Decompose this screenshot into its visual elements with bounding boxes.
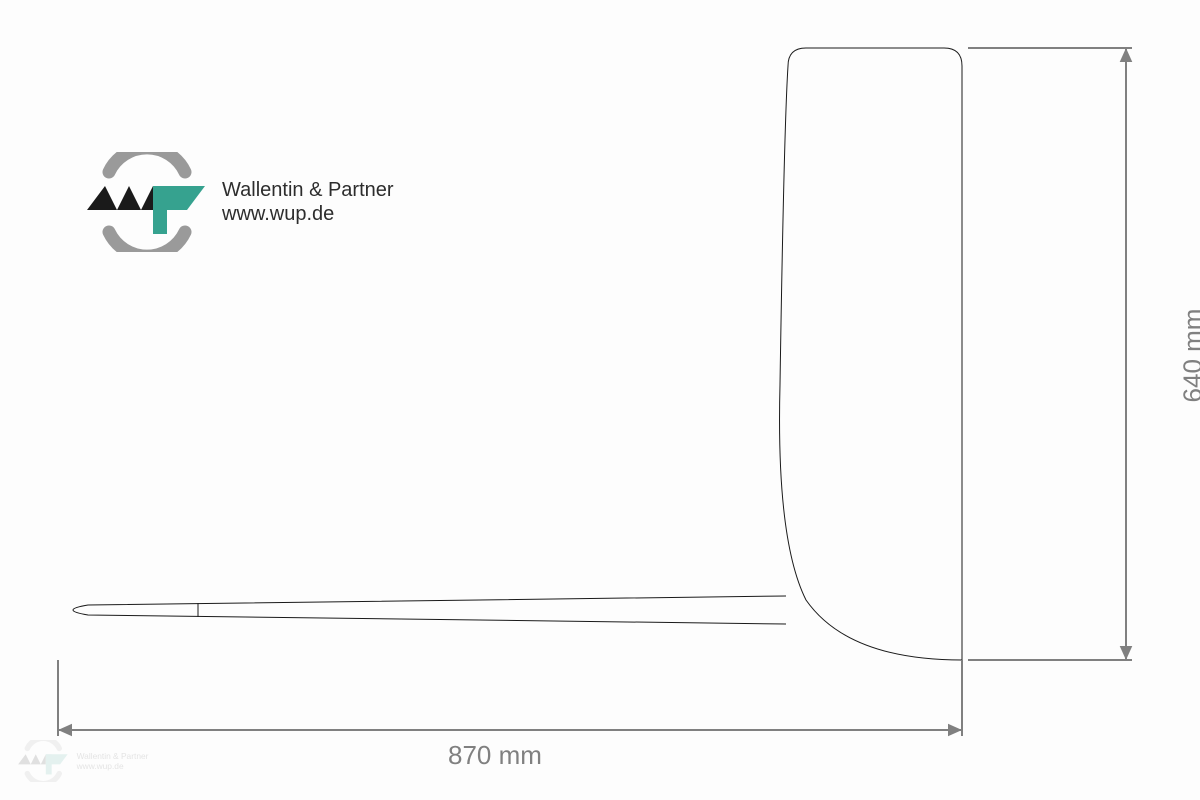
brand-company-text: Wallentin & Partner [222, 178, 394, 202]
dimension-height [968, 48, 1132, 660]
dimension-width [58, 660, 962, 736]
brand-website-text: www.wup.de [77, 761, 149, 771]
technical-drawing [0, 0, 1200, 800]
equipment-body-outline [780, 48, 962, 660]
brand-company-text: Wallentin & Partner [77, 751, 149, 761]
dimension-width-label: 870 mm [448, 740, 542, 771]
brand-logo-icon [82, 152, 212, 252]
brand-logo-block: Wallentin & Partner www.wup.de [82, 152, 394, 252]
equipment-spike-outline [73, 596, 786, 624]
brand-logo-icon [16, 740, 71, 782]
brand-watermark: Wallentin & Partner www.wup.de [16, 740, 148, 782]
dimension-height-label: 640 mm [1177, 309, 1200, 403]
brand-website-text: www.wup.de [222, 202, 394, 226]
